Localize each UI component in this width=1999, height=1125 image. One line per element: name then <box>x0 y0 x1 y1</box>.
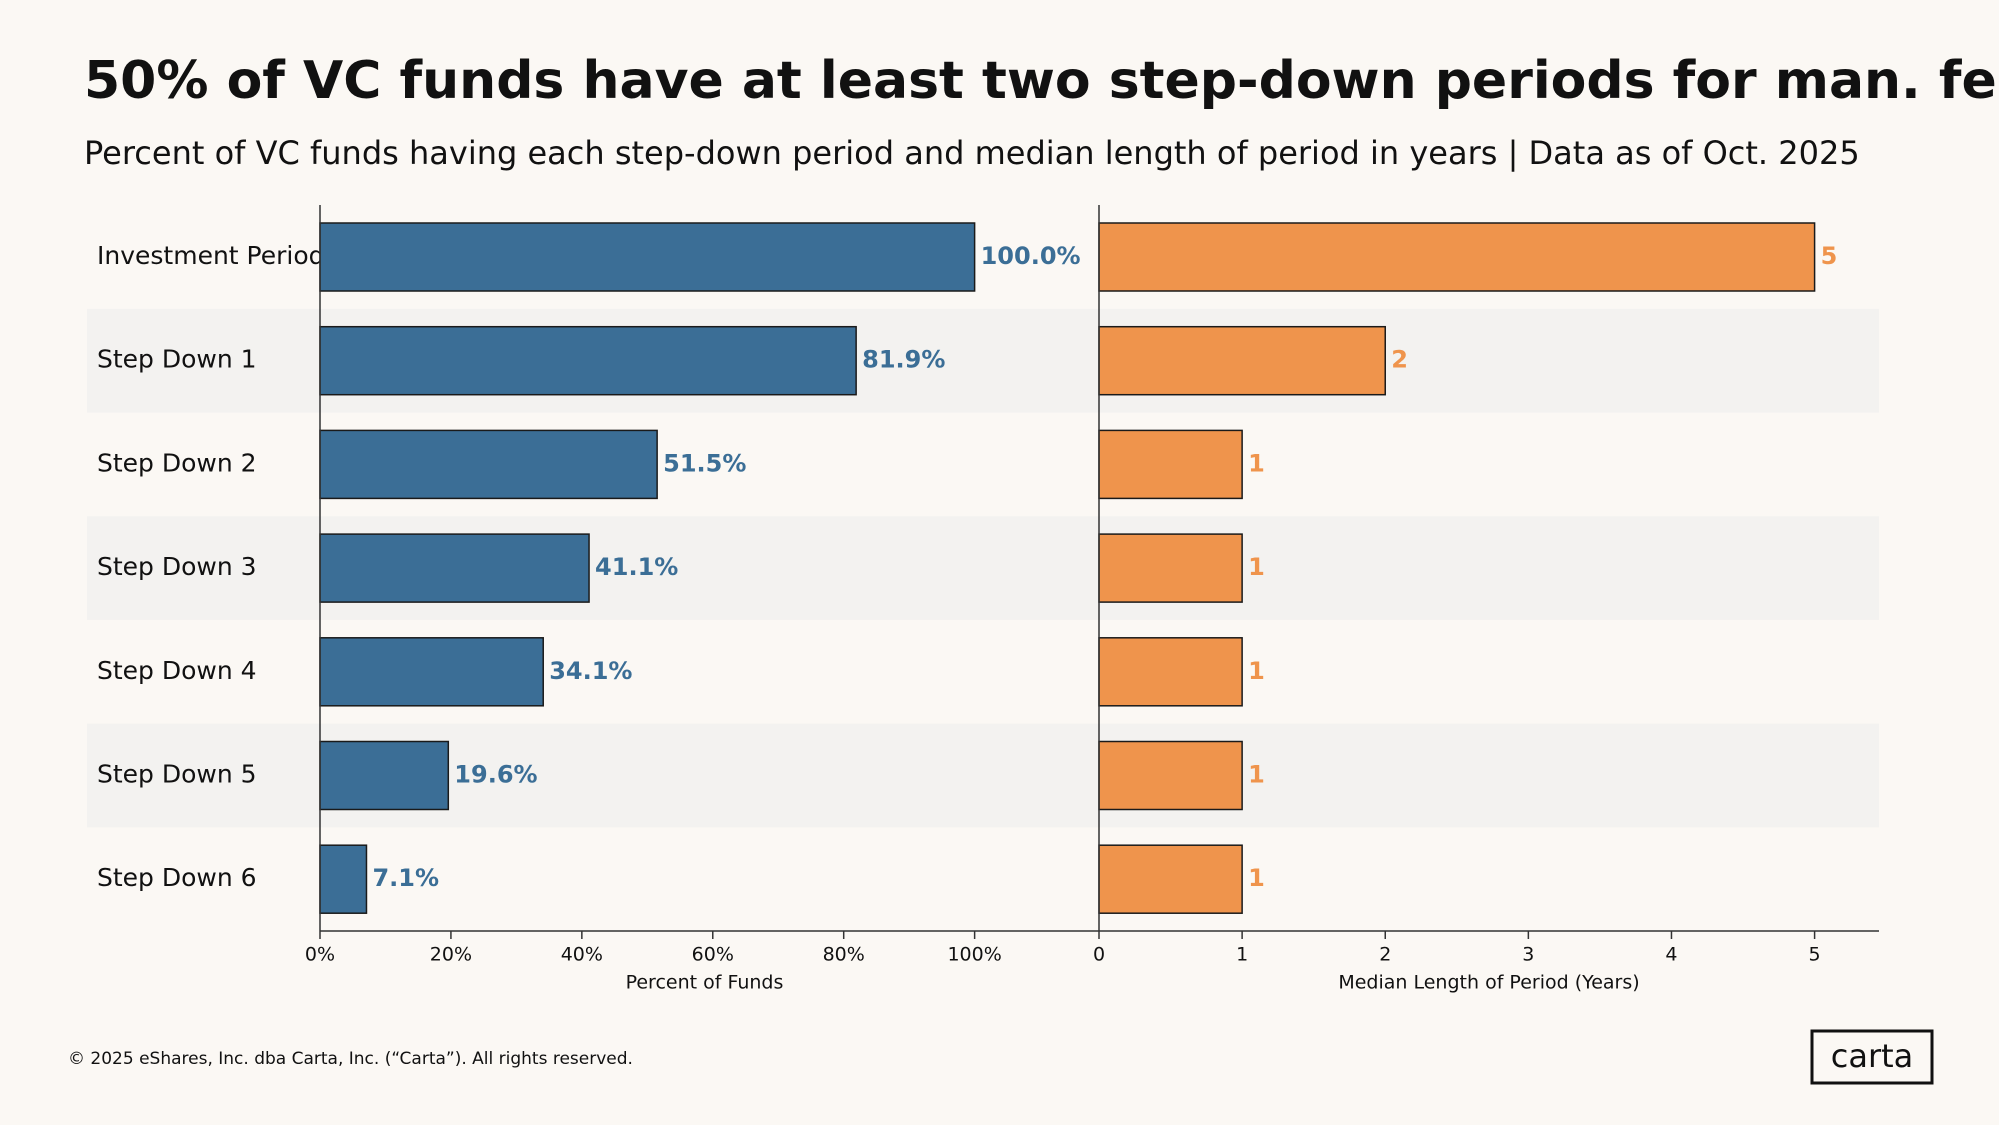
bar <box>1098 222 1816 292</box>
x-tick-label: 40% <box>561 944 603 966</box>
x-tick-label: 60% <box>692 944 734 966</box>
data-label: 5 <box>1821 242 1838 270</box>
y-tick-label: Step Down 5 <box>97 760 257 789</box>
x-tick-label: 3 <box>1522 944 1534 966</box>
data-label: 7.1% <box>372 864 439 892</box>
y-tick-label: Step Down 4 <box>97 656 257 685</box>
x-tick-label: 80% <box>823 944 865 966</box>
y-tick-label: Investment Period <box>97 241 325 270</box>
data-label: 1 <box>1248 864 1265 892</box>
data-label: 1 <box>1248 761 1265 789</box>
chart-subtitle: Percent of VC funds having each step-dow… <box>84 134 1860 172</box>
x-tick-label: 20% <box>430 944 472 966</box>
data-label: 2 <box>1391 346 1408 374</box>
logo-box <box>1810 1029 1934 1085</box>
data-label: 1 <box>1248 553 1265 581</box>
x-axis-label: Median Length of Period (Years) <box>1338 972 1639 994</box>
bar <box>1098 429 1243 500</box>
x-tick-label: 2 <box>1379 944 1391 966</box>
bar <box>1098 844 1243 914</box>
data-label: 51.5% <box>663 449 746 477</box>
bar <box>319 844 368 914</box>
bar <box>319 222 976 292</box>
bar <box>1098 325 1386 396</box>
data-label: 1 <box>1248 449 1265 477</box>
x-tick-label: 4 <box>1665 944 1677 966</box>
plot: 0% 20% 40% 60% 80% 100% Percent of Funds Invest… <box>97 205 1879 994</box>
bar <box>319 637 544 707</box>
chart-title: 50% of VC funds have at least two step-d… <box>84 51 1999 111</box>
copyright: © 2025 eShares, Inc. dba Carta, Inc. (“C… <box>68 1049 633 1069</box>
bar <box>319 740 450 811</box>
data-label: 100.0% <box>981 242 1081 270</box>
x-tick-label: 1 <box>1236 944 1248 966</box>
y-tick-label: Step Down 3 <box>97 552 257 581</box>
y-tick-label: Step Down 6 <box>97 863 257 892</box>
data-label: 81.9% <box>862 346 945 374</box>
bar <box>319 533 590 603</box>
data-label: 34.1% <box>549 657 632 685</box>
data-label: 19.6% <box>454 761 537 789</box>
bar <box>1098 533 1243 603</box>
x-tick-label: 0% <box>305 944 335 966</box>
y-tick-label: Step Down 2 <box>97 448 257 477</box>
bar <box>319 429 658 500</box>
x-tick-label: 5 <box>1809 944 1821 966</box>
logo: carta <box>1831 1037 1914 1075</box>
data-label: 41.1% <box>595 553 678 581</box>
x-axis-label: Percent of Funds <box>626 972 784 994</box>
data-label: 1 <box>1248 657 1265 685</box>
x-tick-label: 0 <box>1093 944 1105 966</box>
bar <box>1098 740 1243 811</box>
y-tick-label: Step Down 1 <box>97 345 257 374</box>
x-tick-label: 100% <box>947 944 1001 966</box>
bar <box>319 325 857 396</box>
bar <box>1098 637 1243 707</box>
